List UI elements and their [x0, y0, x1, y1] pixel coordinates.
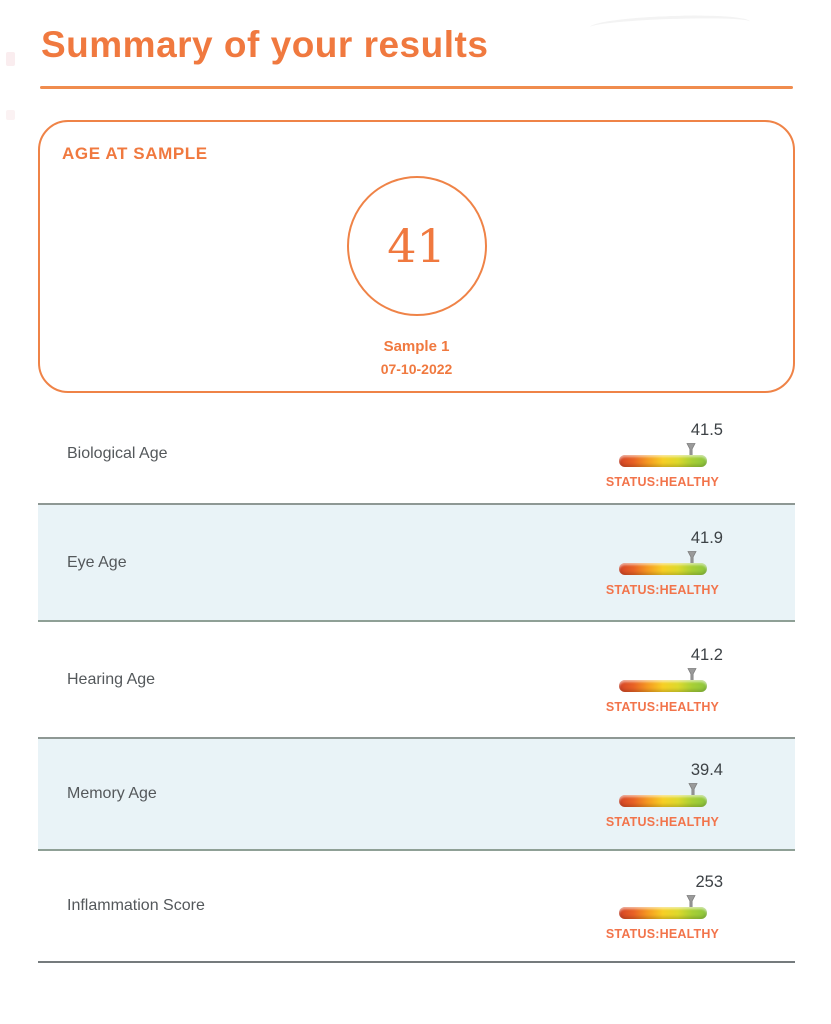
- status-badge: STATUS:HEALTHY: [605, 926, 720, 941]
- result-value: 41.9: [690, 529, 723, 547]
- gauge: [618, 665, 707, 692]
- result-row: Inflammation Score 253 STATUS:HEALTHY: [38, 851, 795, 963]
- title-underline: [40, 86, 793, 89]
- status-badge: STATUS:HEALTHY: [605, 700, 720, 714]
- result-label: Inflammation Score: [67, 897, 205, 914]
- result-gauge-block: 41.2 STATUS:HEALTHY: [602, 645, 723, 714]
- gauge-bar: [618, 680, 707, 692]
- result-label: Biological Age: [67, 445, 168, 462]
- sample-name: Sample 1: [383, 338, 450, 355]
- result-value: 253: [695, 872, 723, 891]
- result-row: Biological Age 41.5 STATUS:HEALTHY: [38, 405, 795, 503]
- result-gauge-block: 41.9 STATUS:HEALTHY: [602, 528, 723, 597]
- page-title: Summary of your results: [41, 24, 489, 65]
- result-label: Hearing Age: [67, 670, 156, 688]
- results-list: Biological Age 41.5 STATUS:HEALTHY Eye A…: [38, 405, 795, 963]
- gauge-bar: [618, 454, 707, 467]
- status-badge: STATUS:HEALTHY: [605, 814, 720, 829]
- age-circle: 41: [346, 176, 487, 316]
- background-swirl-decoration: [589, 13, 751, 36]
- result-value: 41.2: [690, 646, 723, 664]
- sample-date: 07-10-2022: [380, 361, 453, 377]
- gauge: [618, 548, 707, 575]
- result-row: Eye Age 41.9 STATUS:HEALTHY: [38, 503, 795, 622]
- result-gauge-block: 253 STATUS:HEALTHY: [602, 872, 723, 941]
- age-at-sample-card: AGE AT SAMPLE 41 Sample 1 07-10-2022: [38, 120, 795, 393]
- card-heading: AGE AT SAMPLE: [62, 144, 208, 163]
- gauge: [618, 892, 707, 919]
- result-gauge-block: 41.5 STATUS:HEALTHY: [602, 420, 723, 489]
- gauge-bar: [618, 794, 707, 807]
- age-value: 41: [387, 219, 446, 273]
- result-value: 41.5: [690, 420, 723, 439]
- result-row: Hearing Age 41.2 STATUS:HEALTHY: [38, 622, 795, 737]
- result-gauge-block: 39.4 STATUS:HEALTHY: [602, 760, 723, 829]
- status-badge: STATUS:HEALTHY: [605, 474, 720, 489]
- gauge-bar: [618, 906, 707, 919]
- gauge: [618, 780, 707, 807]
- background-dot-decoration: [6, 52, 15, 66]
- result-label: Memory Age: [67, 785, 157, 802]
- result-value: 39.4: [690, 760, 723, 779]
- result-label: Eye Age: [67, 553, 127, 571]
- gauge-bar: [618, 563, 707, 575]
- background-dot-decoration: [6, 110, 15, 120]
- result-row: Memory Age 39.4 STATUS:HEALTHY: [38, 737, 795, 851]
- status-badge: STATUS:HEALTHY: [605, 583, 720, 597]
- gauge: [618, 440, 707, 467]
